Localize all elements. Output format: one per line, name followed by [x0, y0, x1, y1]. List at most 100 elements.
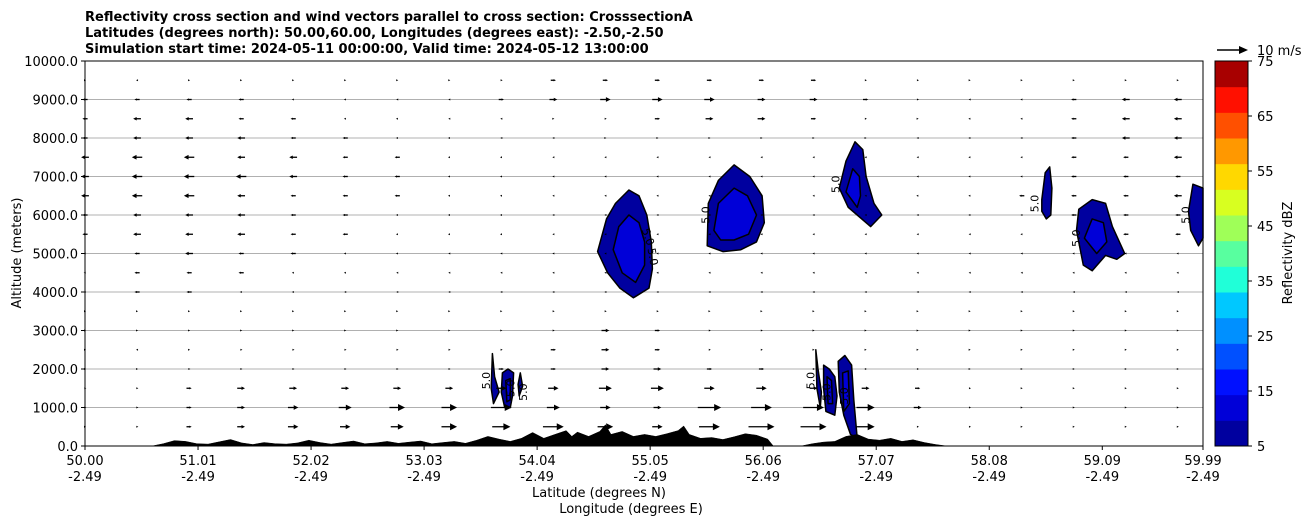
wind-vector-head — [292, 368, 295, 370]
wind-vector-head — [916, 271, 919, 274]
wind-vector — [1124, 291, 1127, 293]
wind-vector — [601, 328, 610, 333]
wind-vector — [916, 329, 919, 332]
x-tick-label-lon: -2.49 — [1186, 470, 1220, 485]
wind-vector — [81, 193, 89, 198]
wind-vector — [916, 194, 919, 197]
colorbar-segment — [1215, 61, 1248, 88]
wind-vector-head — [917, 387, 921, 390]
wind-vector-head — [1124, 406, 1127, 409]
wind-vector-head — [864, 348, 867, 351]
wind-vector — [864, 156, 867, 159]
wind-vector-head — [396, 368, 399, 370]
wind-vector-head — [289, 155, 293, 160]
x-tick-label-lat: 55.05 — [632, 454, 669, 469]
x-axis-label-longitude: Longitude (degrees E) — [559, 502, 703, 517]
wind-vector-head — [183, 174, 189, 179]
quiver-key-label: 10 m/s — [1257, 44, 1302, 59]
wind-vector — [1071, 194, 1077, 197]
wind-vector-head — [292, 348, 295, 351]
wind-vector-head — [916, 175, 919, 178]
wind-vector — [290, 194, 296, 197]
wind-vector-head — [552, 175, 555, 178]
wind-vector — [597, 423, 614, 431]
wind-vector — [656, 156, 659, 159]
wind-vector-head — [1123, 175, 1126, 178]
wind-vector — [448, 117, 451, 120]
wind-vector — [654, 117, 661, 120]
colorbar-segment — [1215, 292, 1248, 319]
wind-vector — [1072, 425, 1075, 428]
wind-vector-head — [289, 174, 293, 179]
wind-vector — [237, 213, 246, 217]
wind-vector — [916, 98, 919, 101]
wind-vector-head — [82, 233, 85, 236]
title-line-2: Latitudes (degrees north): 50.00,60.00, … — [85, 26, 664, 41]
wind-vector — [760, 214, 763, 216]
wind-vector-head — [237, 193, 241, 198]
colorbar-tick-label: 65 — [1257, 110, 1274, 125]
wind-vector-head — [762, 385, 767, 391]
x-tick-label-lat: 53.03 — [405, 454, 442, 469]
wind-vector-head — [760, 310, 763, 313]
wind-vector — [552, 291, 555, 293]
wind-vector-head — [501, 367, 504, 371]
plot-area: 5.05.05.05.05.05.05.05.0 5.0 5.05.05.0 5.0 — [81, 60, 1204, 447]
wind-vector — [1071, 136, 1077, 140]
wind-vector-head — [448, 348, 451, 351]
wind-vector-head — [1124, 368, 1127, 370]
wind-vector-head — [864, 310, 867, 313]
wind-vector — [751, 404, 772, 411]
wind-vector — [552, 233, 555, 236]
wind-vector-head — [604, 137, 607, 139]
wind-vector — [343, 271, 346, 274]
wind-vector — [656, 233, 659, 236]
wind-vector — [650, 385, 664, 392]
wind-vector-head — [290, 194, 293, 197]
wind-vector — [500, 175, 503, 178]
colorbar-segment — [1215, 317, 1248, 344]
wind-vector — [552, 329, 555, 332]
wind-vector-head — [240, 348, 243, 351]
wind-vector-head — [918, 405, 922, 410]
wind-vector — [134, 290, 140, 294]
wind-vector — [1071, 98, 1077, 101]
wind-vector-head — [760, 194, 763, 197]
wind-vector-head — [760, 271, 763, 274]
wind-vector — [968, 194, 971, 197]
wind-vector-head — [1176, 271, 1179, 274]
wind-vector-head — [500, 137, 503, 139]
wind-vector — [552, 156, 555, 159]
wind-vector-head — [1020, 137, 1023, 139]
wind-vector-head — [968, 233, 971, 236]
wind-vector-head — [1071, 136, 1074, 140]
wind-vector — [864, 271, 867, 274]
wind-vector-head — [292, 310, 295, 313]
wind-vector-head — [131, 154, 137, 160]
wind-vector-head — [968, 329, 971, 332]
wind-vector-head — [1020, 348, 1023, 351]
y-tick-label: 7000.0 — [33, 171, 79, 186]
wind-vector — [1124, 368, 1127, 370]
y-tick-label: 5000.0 — [33, 248, 79, 263]
wind-vector-head — [1124, 387, 1127, 390]
wind-vector — [1020, 98, 1023, 101]
wind-vector — [1123, 156, 1129, 159]
wind-vector-head — [916, 156, 919, 159]
wind-vector — [136, 368, 139, 370]
wind-vector-head — [186, 271, 189, 274]
wind-vector — [1020, 387, 1023, 390]
wind-vector — [500, 117, 503, 120]
wind-vector — [604, 271, 607, 274]
wind-vector — [344, 79, 347, 82]
cell-low-57c-contour-label: 5.0 — [838, 387, 851, 405]
x-tick-label-lon: -2.49 — [181, 470, 215, 485]
wind-vector — [396, 79, 399, 82]
wind-vector — [916, 233, 919, 236]
wind-vector — [500, 79, 503, 82]
wind-vector — [292, 368, 295, 370]
wind-vector-head — [398, 404, 406, 411]
wind-vector-head — [238, 252, 241, 255]
wind-vector-head — [1072, 406, 1075, 409]
wind-vector-head — [764, 404, 772, 411]
